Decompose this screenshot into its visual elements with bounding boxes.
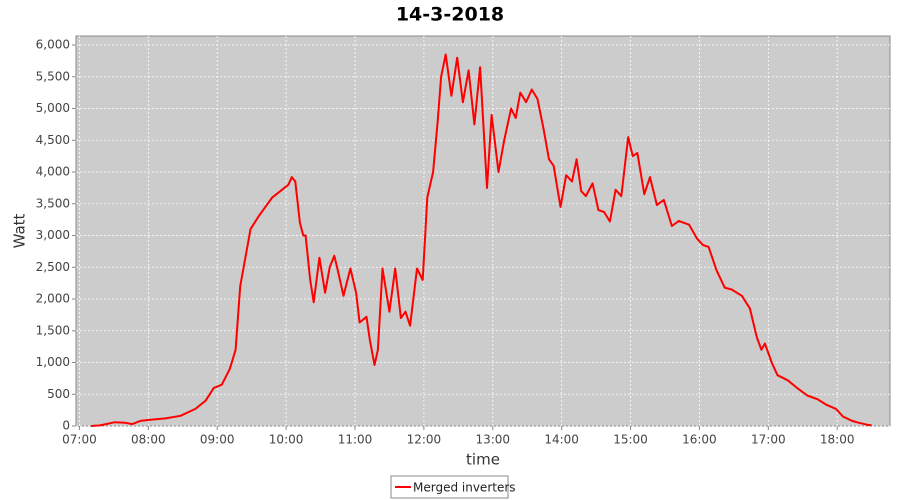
x-axis-label: time bbox=[466, 451, 500, 469]
y-tick-label: 1,000 bbox=[36, 355, 70, 369]
y-tick-label: 1,500 bbox=[36, 323, 70, 337]
plot-area bbox=[75, 35, 891, 427]
y-tick-label: 3,000 bbox=[36, 228, 70, 242]
x-tick-label: 11:00 bbox=[338, 433, 373, 447]
x-tick-label: 15:00 bbox=[613, 433, 648, 447]
y-tick-label: 5,000 bbox=[36, 101, 70, 115]
x-tick-label: 17:00 bbox=[751, 433, 786, 447]
y-tick-label: 2,500 bbox=[36, 260, 70, 274]
y-tick-label: 500 bbox=[47, 387, 70, 401]
y-tick-label: 4,500 bbox=[36, 133, 70, 147]
y-tick-label: 4,000 bbox=[36, 165, 70, 179]
x-tick-label: 13:00 bbox=[475, 433, 510, 447]
y-tick-label: 0 bbox=[62, 419, 70, 433]
x-tick-label: 18:00 bbox=[820, 433, 855, 447]
x-tick-label: 16:00 bbox=[682, 433, 717, 447]
x-tick-label: 08:00 bbox=[131, 433, 166, 447]
x-tick-label: 12:00 bbox=[407, 433, 442, 447]
y-tick-label: 2,000 bbox=[36, 292, 70, 306]
x-tick-label: 07:00 bbox=[62, 433, 97, 447]
legend-box bbox=[390, 475, 509, 499]
line-series bbox=[90, 53, 872, 427]
y-tick-label: 5,500 bbox=[36, 69, 70, 83]
legend: Merged inverters bbox=[390, 475, 516, 499]
x-tick-label: 14:00 bbox=[544, 433, 579, 447]
y-axis-label: Watt bbox=[11, 213, 29, 248]
chart-title: 14-3-2018 bbox=[396, 4, 504, 26]
x-tick-label: 09:00 bbox=[200, 433, 235, 447]
y-tick-label: 6,000 bbox=[36, 38, 70, 52]
y-tick-label: 3,500 bbox=[36, 196, 70, 210]
x-tick-label: 10:00 bbox=[269, 433, 304, 447]
legend-label: Merged inverters bbox=[413, 481, 516, 495]
